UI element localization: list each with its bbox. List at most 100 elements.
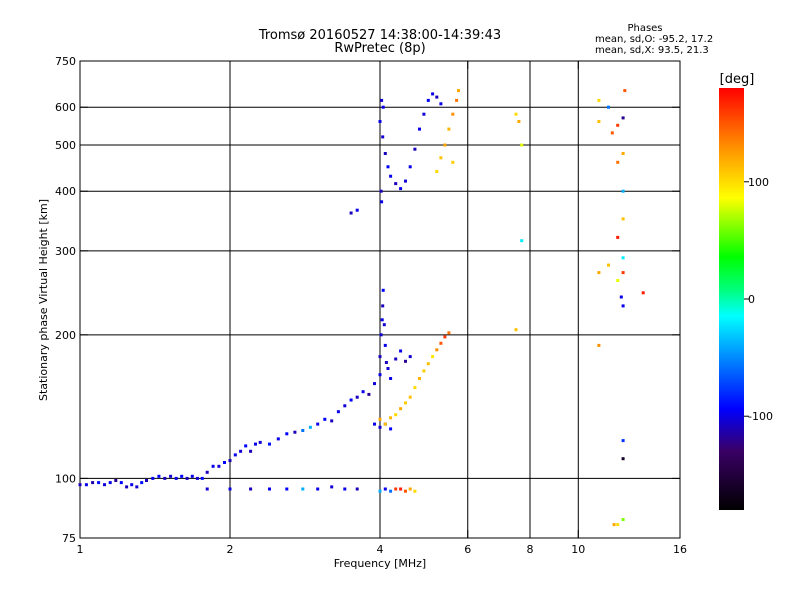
scatter-point — [190, 474, 194, 478]
scatter-point — [435, 95, 439, 99]
colorbar — [719, 88, 744, 510]
scatter-point — [621, 518, 625, 521]
scatter-points — [78, 89, 645, 527]
scatter-point — [249, 449, 253, 453]
colorbar-tick-label: -100 — [748, 410, 773, 423]
scatter-point — [455, 98, 459, 102]
scatter-point — [386, 165, 390, 169]
scatter-point — [383, 152, 387, 155]
scatter-point — [408, 355, 412, 359]
scatter-point — [378, 373, 382, 377]
scatter-point — [394, 487, 398, 491]
scatter-point — [413, 147, 417, 151]
scatter-point — [169, 474, 173, 478]
scatter-point — [330, 485, 334, 489]
scatter-point — [119, 481, 123, 485]
scatter-point — [616, 235, 620, 239]
scatter-point — [228, 487, 232, 491]
scatter-point — [381, 304, 385, 308]
scatter-point — [623, 89, 627, 93]
scatter-point — [616, 279, 620, 282]
scatter-point — [268, 442, 271, 446]
scatter-point — [378, 425, 382, 429]
scatter-point — [97, 481, 101, 485]
scatter-point — [619, 295, 623, 299]
scatter-point — [349, 211, 353, 215]
scatter-point — [195, 476, 199, 480]
chart-title: Tromsø 20160527 14:38:00-14:39:43 — [258, 28, 501, 43]
scatter-point — [381, 288, 385, 292]
scatter-point — [239, 449, 243, 453]
scatter-point — [135, 485, 139, 489]
scatter-point — [443, 335, 447, 339]
scatter-point — [380, 200, 384, 204]
scatter-point — [404, 489, 407, 493]
scatter-point — [597, 98, 601, 102]
scatter-point — [378, 489, 382, 493]
scatter-point — [621, 217, 625, 221]
scatter-point — [330, 419, 334, 423]
scatter-point — [355, 208, 359, 212]
scatter-point — [244, 444, 248, 448]
scatter-point — [383, 422, 387, 426]
scatter-point — [180, 474, 184, 478]
scatter-point — [641, 291, 645, 295]
scatter-point — [151, 476, 155, 480]
y-tick-label: 600 — [55, 101, 76, 114]
scatter-point — [316, 422, 320, 426]
scatter-point — [408, 487, 412, 491]
y-tick-label: 100 — [55, 472, 76, 485]
x-tick-label: 2 — [227, 543, 234, 556]
scatter-point — [517, 120, 521, 123]
scatter-point — [431, 92, 435, 96]
scatter-point — [211, 464, 215, 468]
scatter-point — [308, 425, 312, 429]
scatter-point — [285, 432, 289, 436]
scatter-point — [379, 333, 383, 337]
scatter-point — [373, 422, 376, 426]
scatter-point — [349, 398, 353, 402]
scatter-point — [418, 127, 421, 131]
scatter-point — [413, 489, 417, 493]
scatter-point — [125, 485, 129, 489]
x-tick-label: 10 — [571, 543, 585, 556]
scatter-point — [621, 439, 625, 443]
chart-subtitle: RwPretec (8p) — [334, 41, 425, 56]
y-tick-label: 75 — [62, 532, 76, 545]
scatter-point — [612, 523, 616, 527]
scatter-point — [254, 442, 257, 446]
scatter-point — [435, 170, 439, 173]
scatter-point — [394, 182, 398, 186]
scatter-point — [447, 127, 451, 131]
y-tick-label: 500 — [55, 139, 76, 152]
scatter-point — [343, 404, 347, 408]
scatter-point — [157, 474, 161, 478]
scatter-point — [418, 377, 421, 380]
scatter-point — [355, 395, 359, 399]
scatter-point — [336, 410, 340, 414]
scatter-point — [205, 470, 209, 474]
scatter-point — [389, 174, 393, 178]
x-tick-label: 8 — [527, 543, 534, 556]
scatter-point — [408, 395, 412, 399]
scatter-point — [399, 487, 403, 491]
colorbar-tick-label: 0 — [748, 293, 755, 306]
scatter-point — [399, 349, 403, 353]
scatter-point — [145, 479, 148, 482]
scatter-point — [233, 453, 237, 457]
scatter-point — [422, 112, 426, 116]
scatter-point — [378, 120, 382, 123]
scatter-point — [616, 123, 620, 127]
scatter-point — [399, 187, 403, 191]
scatter-point — [394, 357, 398, 361]
scatter-point — [621, 457, 625, 461]
scatter-point — [439, 102, 443, 106]
x-tick-label: 16 — [673, 543, 687, 556]
scatter-point — [443, 143, 447, 147]
scatter-point — [597, 271, 601, 275]
phases-x-stats: mean, sd,X: 93.5, 21.3 — [595, 45, 709, 56]
scatter-point — [389, 416, 393, 420]
scatter-point — [285, 487, 289, 491]
scatter-point — [607, 263, 610, 267]
